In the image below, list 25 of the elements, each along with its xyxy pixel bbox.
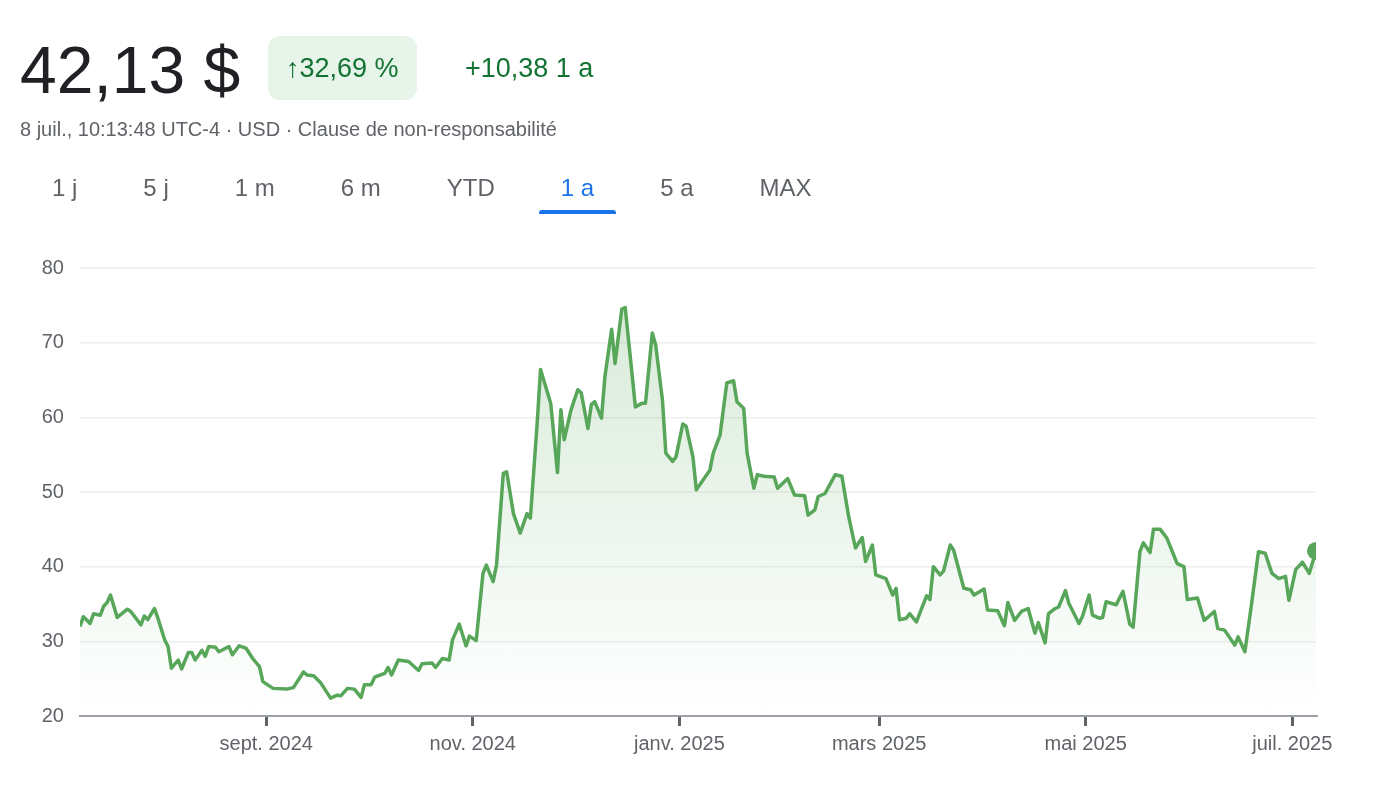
text: 1 m [233, 173, 276, 203]
x-tick-label: janv. 2025 [632, 731, 725, 754]
text: ↑32,69 % [268, 36, 417, 100]
text: YTD [445, 173, 496, 203]
text: +10,38 1 a [465, 52, 594, 85]
text: 6 m [339, 173, 382, 203]
text: MAX [758, 173, 813, 203]
x-tick-label: juil. 2025 [1251, 731, 1333, 754]
text: 5 j [142, 173, 170, 203]
y-tick-label: 80 [41, 255, 64, 278]
y-tick-label: 70 [41, 330, 64, 353]
x-tick-label: nov. 2024 [429, 731, 516, 754]
y-tick-label: 20 [41, 703, 64, 726]
text: 1 j [51, 173, 79, 203]
x-tick-label: mars 2025 [831, 731, 927, 754]
y-tick-label: 40 [41, 554, 64, 577]
y-tick-label: 60 [41, 404, 64, 427]
chart-title: 42,13 $ [20, 32, 241, 109]
x-tick-label: sept. 2024 [219, 731, 313, 754]
y-tick-label: 50 [41, 479, 64, 502]
chart-subtitle: 8 juil., 10:13:48 UTC-4 · USD · Clause de non-responsabilité [20, 118, 557, 141]
y-tick-label: 30 [41, 628, 64, 651]
x-tick-label: mai 2025 [1044, 731, 1127, 754]
text: 1 a [538, 170, 617, 206]
text: 5 a [659, 173, 695, 203]
